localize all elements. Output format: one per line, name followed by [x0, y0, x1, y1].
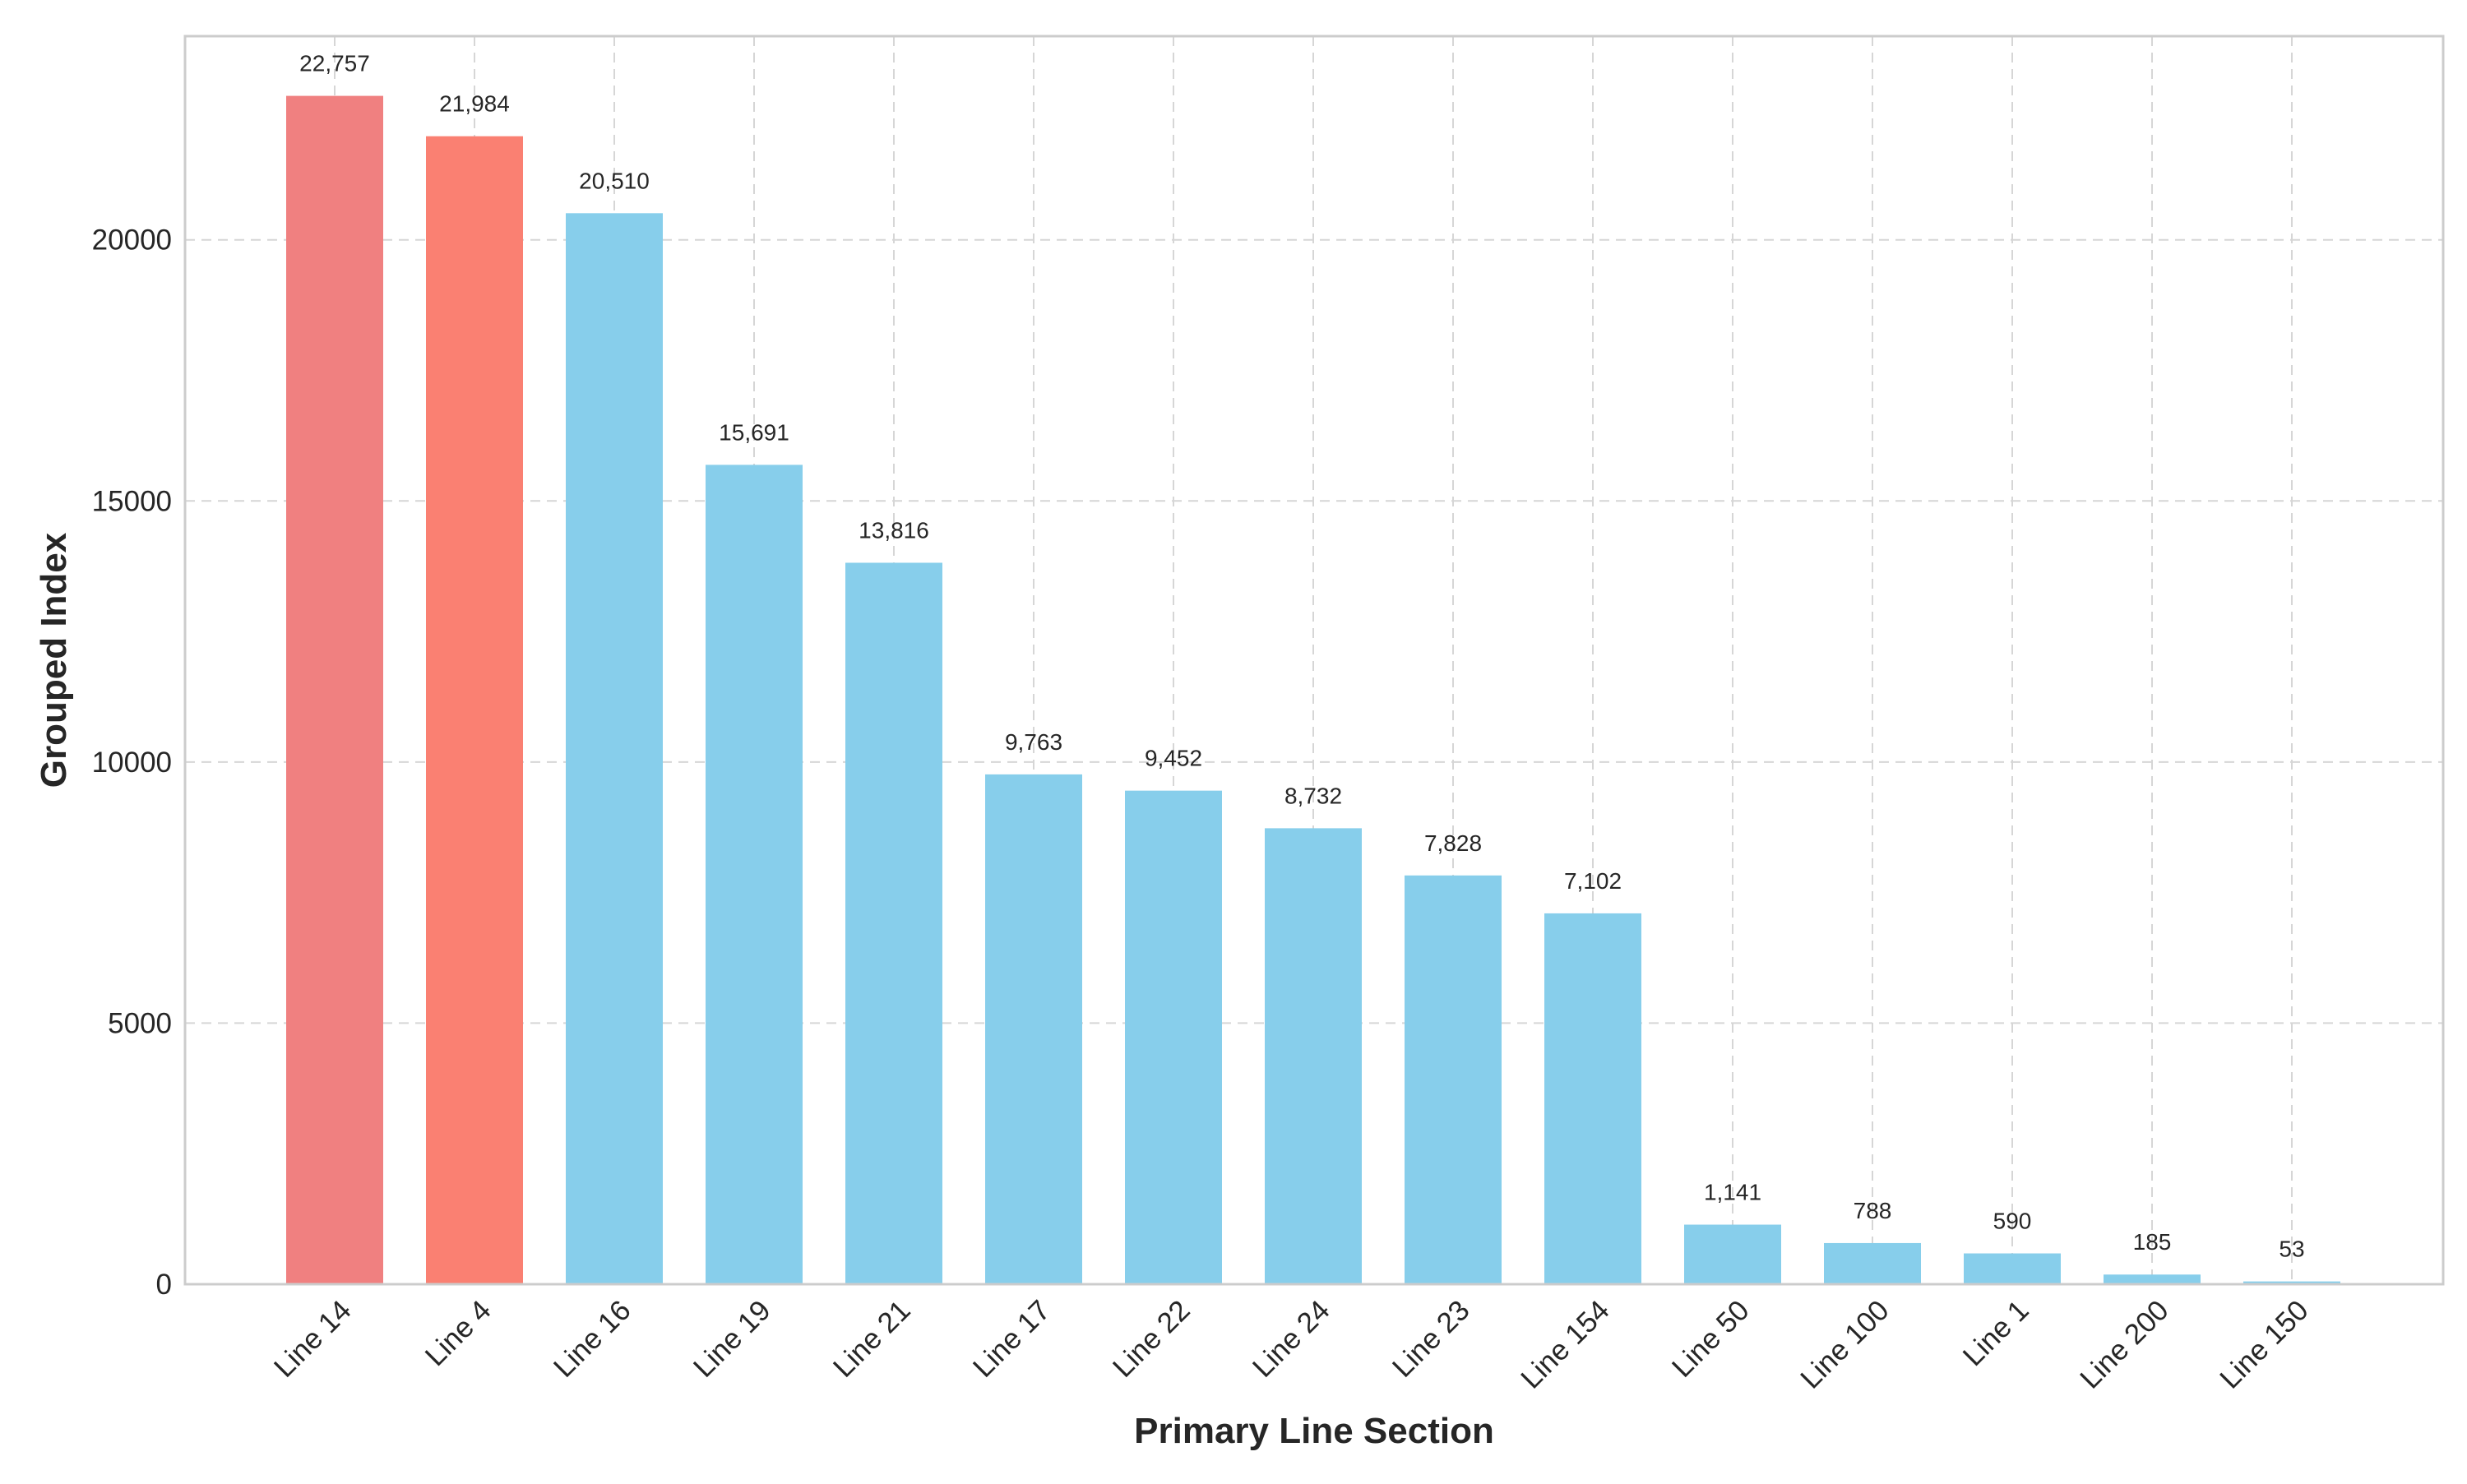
x-tick-label: Line 4 — [419, 1294, 498, 1372]
x-tick-label: Line 200 — [2074, 1294, 2175, 1395]
bar — [1125, 790, 1222, 1284]
bar-value-label: 590 — [1993, 1209, 2032, 1234]
x-tick-label: Line 154 — [1515, 1294, 1616, 1395]
y-tick-label: 10000 — [92, 747, 172, 779]
bar — [2104, 1274, 2201, 1284]
x-tick-label: Line 150 — [2214, 1294, 2315, 1395]
bar-value-label: 788 — [1854, 1198, 1892, 1223]
y-tick-label: 15000 — [92, 485, 172, 517]
bar-value-label: 22,757 — [299, 51, 370, 76]
bar-value-label: 21,984 — [439, 91, 510, 117]
bar — [286, 95, 383, 1284]
y-tick-label: 20000 — [92, 224, 172, 257]
bar-value-label: 9,452 — [1145, 746, 1202, 771]
bar-value-label: 1,141 — [1704, 1180, 1761, 1205]
plot-frame — [183, 35, 2445, 1286]
bar-value-label: 7,102 — [1564, 868, 1622, 894]
bar — [706, 465, 803, 1284]
bar — [566, 213, 663, 1284]
x-tick-label: Line 100 — [1794, 1294, 1895, 1395]
x-tick-label: Line 23 — [1386, 1294, 1476, 1384]
bar — [1405, 875, 1502, 1284]
bar-value-label: 7,828 — [1424, 830, 1482, 856]
bar — [1964, 1253, 2061, 1284]
x-axis-title: Primary Line Section — [1134, 1411, 1494, 1451]
x-tick-label: Line 50 — [1666, 1294, 1756, 1384]
x-tick-label: Line 17 — [967, 1294, 1057, 1384]
y-axis-ticks: 0 5000 10000 15000 20000 — [92, 224, 172, 1301]
bar-value-label: 13,816 — [859, 517, 929, 543]
bar-value-label: 53 — [2279, 1237, 2304, 1262]
x-tick-label: Line 24 — [1247, 1294, 1336, 1384]
value-labels: 22,757 21,984 20,510 15,691 13,816 9,763 9,452… — [299, 51, 2304, 1262]
bar-value-label: 185 — [2133, 1229, 2172, 1255]
bar-layer — [286, 95, 2340, 1284]
bar-value-label: 8,732 — [1284, 783, 1342, 808]
bar — [845, 562, 942, 1284]
bar — [1544, 913, 1641, 1284]
x-tick-label: Line 14 — [268, 1294, 358, 1384]
bar-value-label: 20,510 — [579, 168, 650, 193]
x-tick-label: Line 16 — [548, 1294, 637, 1384]
y-axis-title: Grouped Index — [34, 532, 74, 788]
x-tick-label: Line 21 — [827, 1294, 917, 1384]
y-tick-label: 5000 — [108, 1007, 172, 1039]
bar — [1684, 1224, 1781, 1284]
bar-value-label: 9,763 — [1005, 729, 1062, 755]
x-axis-ticks: Line 14 Line 4 Line 16 Line 19 Line 21 Line 1… — [268, 1294, 2315, 1395]
x-tick-label: Line 19 — [687, 1294, 777, 1384]
y-tick-label: 0 — [156, 1269, 172, 1301]
bar — [426, 136, 523, 1284]
bar — [2243, 1281, 2340, 1284]
bar — [985, 774, 1082, 1284]
x-tick-label: Line 22 — [1107, 1294, 1196, 1384]
bar — [1824, 1242, 1921, 1284]
bar-value-label: 15,691 — [719, 419, 789, 445]
x-tick-label: Line 1 — [1957, 1294, 2035, 1372]
bar — [1265, 828, 1362, 1284]
